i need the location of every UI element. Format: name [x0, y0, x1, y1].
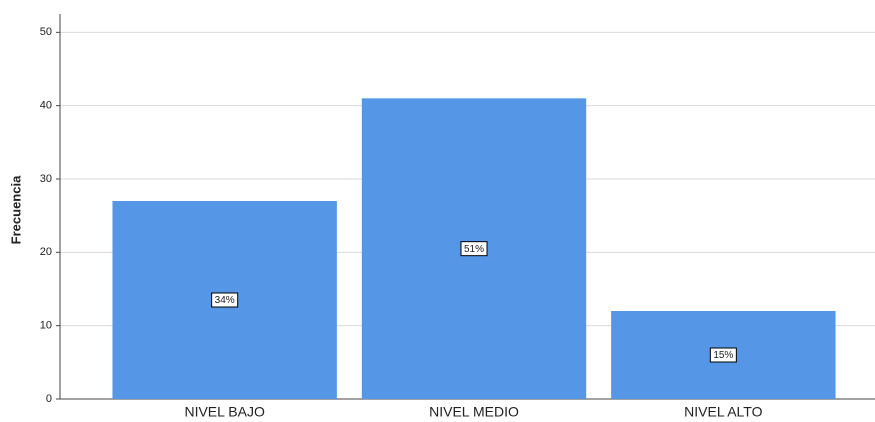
- y-tick-label: 50: [40, 26, 52, 38]
- data-label: 34%: [215, 295, 235, 306]
- data-label: 15%: [713, 350, 733, 361]
- data-label-box: [709, 347, 737, 363]
- x-tick-label: NIVEL MEDIO: [429, 404, 519, 420]
- y-tick-label: 20: [40, 246, 52, 258]
- y-tick-label: 40: [40, 100, 52, 112]
- data-label-box: [211, 292, 239, 308]
- y-tick-label: 10: [40, 320, 52, 332]
- data-label: 51%: [464, 244, 484, 255]
- y-axis-label: Frecuencia: [8, 175, 23, 244]
- x-tick-label: NIVEL ALTO: [684, 404, 762, 420]
- y-tick-label: 0: [46, 393, 52, 405]
- y-tick-label: 30: [40, 173, 52, 185]
- x-tick-label: NIVEL BAJO: [184, 404, 265, 420]
- data-label-box: [460, 241, 488, 257]
